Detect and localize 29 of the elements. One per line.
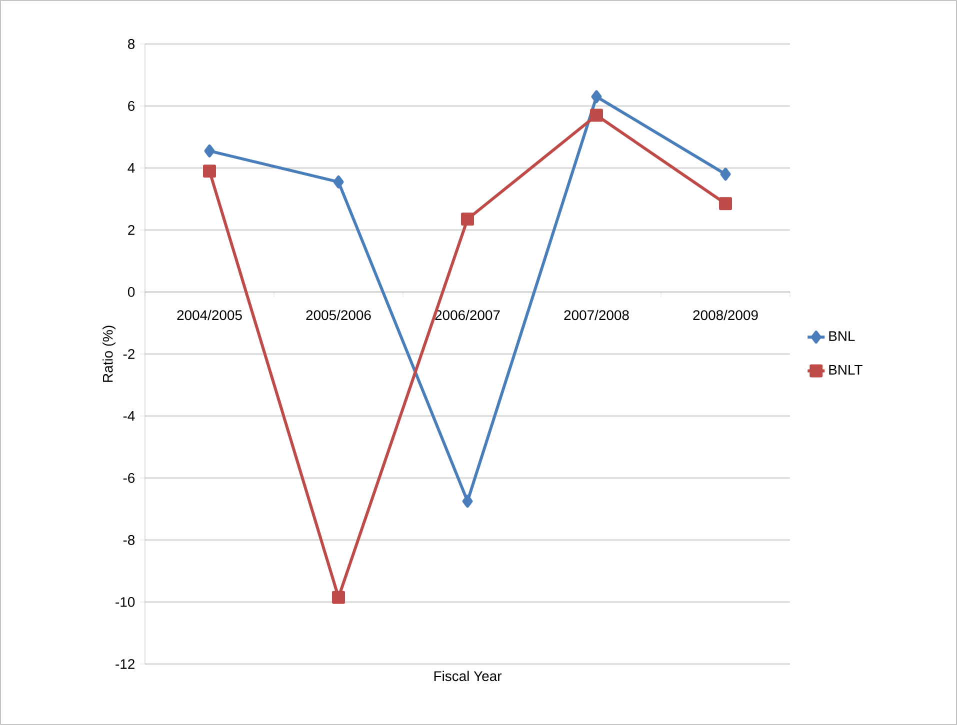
y-axis-title: Ratio (%) (102, 326, 116, 382)
y-tick-label: -4 (123, 411, 135, 421)
point (332, 590, 346, 604)
x-tick-label: 2008/2009 (693, 310, 758, 320)
point (461, 212, 474, 226)
point (591, 90, 602, 104)
y-tick-label: 6 (128, 101, 135, 111)
point (333, 175, 344, 188)
x-tick-label: 2005/2006 (306, 310, 371, 320)
point (204, 144, 215, 158)
x-axis-title: Fiscal Year (434, 670, 502, 682)
y-tick-label: -6 (123, 473, 135, 483)
y-tick-label: -12 (116, 659, 134, 669)
y-tick-label: -2 (123, 349, 134, 359)
y-tick-label: -8 (123, 535, 135, 545)
point (462, 494, 473, 508)
point (590, 108, 604, 122)
y-tick-label: -10 (116, 597, 135, 607)
point (719, 197, 732, 210)
legend-label: BNLT (829, 364, 862, 375)
y-tick-label: 8 (128, 39, 135, 49)
point (720, 168, 731, 181)
y-tick-label: 0 (128, 287, 135, 297)
point (203, 164, 216, 178)
legend-label: BNL (829, 331, 855, 341)
x-tick-label: 2004/2005 (177, 310, 242, 320)
y-tick-label: 2 (128, 225, 134, 235)
y-tick-label: 4 (128, 163, 135, 173)
x-tick-label: 2007/2008 (564, 310, 629, 320)
